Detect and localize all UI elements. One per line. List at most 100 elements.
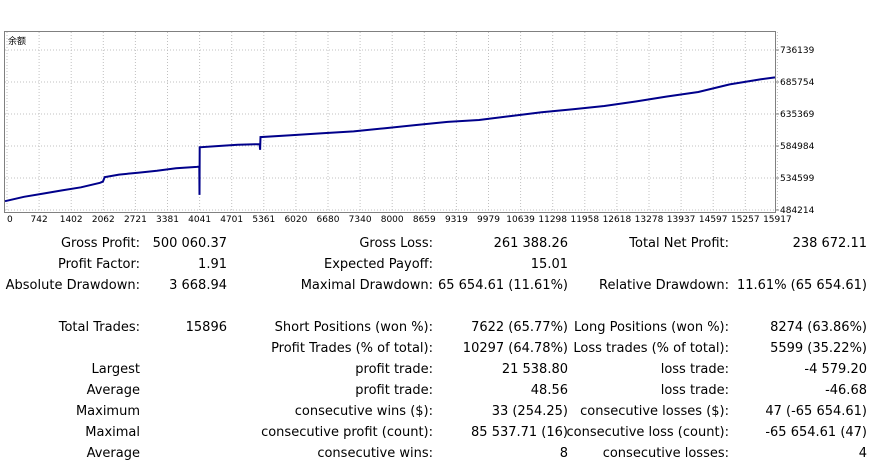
x-tick-label: 4041 <box>188 215 211 225</box>
maximal-drawdown-value: 65 654.61 (11.61%) <box>437 278 568 293</box>
gross-loss-label: Gross Loss: <box>359 236 433 251</box>
consecutive-losses-label: consecutive losses ($): <box>580 404 729 419</box>
long-positions-label: Long Positions (won %): <box>574 320 729 335</box>
stats-row-factor: Profit Factor: 1.91 Expected Payoff: 15.… <box>0 255 876 275</box>
x-tick-label: 8000 <box>381 215 404 225</box>
chart-plot-area <box>4 31 776 213</box>
stats-row-maximal: Maximal consecutive profit (count): 85 5… <box>0 423 876 443</box>
consecutive-profit-label: consecutive profit (count): <box>261 425 433 440</box>
x-tick-label: 4701 <box>220 215 243 225</box>
short-positions-value: 7622 (65.77%) <box>471 320 568 335</box>
y-tick-label: 534599 <box>780 174 815 184</box>
x-tick-label: 6020 <box>284 215 307 225</box>
y-tick-label: 635369 <box>780 110 815 120</box>
x-tick-label: 15257 <box>731 215 760 225</box>
y-tick-label: 584984 <box>780 142 815 152</box>
balance-chart: 余额 0 742 1402 2062 2721 3381 4041 4701 5361 6020 6… <box>4 31 815 225</box>
x-tick-label: 10639 <box>506 215 535 225</box>
x-tick-label: 12618 <box>603 215 632 225</box>
balance-line <box>4 76 776 203</box>
maximal-drawdown-label: Maximal Drawdown: <box>300 278 433 293</box>
consecutive-wins-label: consecutive wins ($): <box>294 404 433 419</box>
y-tick-label: 736139 <box>780 46 815 56</box>
stats-row-profit-trades: Profit Trades (% of total): 10297 (64.78… <box>0 339 876 359</box>
consecutive-losses-value: 47 (-65 654.61) <box>765 404 867 419</box>
average-consecutive-label: Average <box>86 446 140 461</box>
average-loss-trade-value: -46.68 <box>825 383 867 398</box>
x-tick-label: 0 <box>7 215 13 225</box>
consecutive-profit-value: 85 537.71 (16) <box>471 425 568 440</box>
largest-label: Largest <box>91 362 140 377</box>
x-tick-label: 2062 <box>92 215 115 225</box>
gross-loss-value: 261 388.26 <box>493 236 568 251</box>
stats-row-largest: Largest profit trade: 21 538.80 loss tra… <box>0 360 876 380</box>
average-consecutive-wins-value: 8 <box>559 446 568 461</box>
largest-profit-trade-label: profit trade: <box>355 362 433 377</box>
x-tick-label: 15917 <box>763 215 792 225</box>
relative-drawdown-label: Relative Drawdown: <box>599 278 729 293</box>
y-tick-label: 685754 <box>780 78 815 88</box>
total-trades-value: 15896 <box>185 320 227 335</box>
short-positions-label: Short Positions (won %): <box>274 320 433 335</box>
consecutive-loss-label: consecutive loss (count): <box>566 425 729 440</box>
x-tick-label: 2721 <box>124 215 147 225</box>
relative-drawdown-value: 11.61% (65 654.61) <box>736 278 867 293</box>
x-tick-label: 11958 <box>570 215 599 225</box>
average-consecutive-wins-label: consecutive wins: <box>317 446 433 461</box>
long-positions-value: 8274 (63.86%) <box>770 320 867 335</box>
profit-trades-label: Profit Trades (% of total): <box>271 341 433 356</box>
x-tick-label: 1402 <box>60 215 83 225</box>
average-consecutive-losses-value: 4 <box>858 446 867 461</box>
stats-row-maximum: Maximum consecutive wins ($): 33 (254.25… <box>0 402 876 422</box>
gross-profit-label: Gross Profit: <box>60 236 140 251</box>
x-tick-label: 3381 <box>156 215 179 225</box>
profit-trades-value: 10297 (64.78%) <box>462 341 568 356</box>
x-tick-label: 9979 <box>477 215 500 225</box>
x-tick-label: 9319 <box>445 215 468 225</box>
maximum-label: Maximum <box>75 404 140 419</box>
x-tick-label: 14597 <box>699 215 728 225</box>
stats-row-average: Average profit trade: 48.56 loss trade: … <box>0 381 876 401</box>
x-tick-label: 11298 <box>538 215 567 225</box>
average-label: Average <box>86 383 140 398</box>
largest-profit-trade-value: 21 538.80 <box>501 362 568 377</box>
expected-payoff-value: 15.01 <box>530 257 568 272</box>
stats-row-average-consecutive: Average consecutive wins: 8 consecutive … <box>0 444 876 464</box>
chart-title: 余额 <box>8 35 26 47</box>
x-tick-label: 5361 <box>252 215 275 225</box>
average-profit-trade-value: 48.56 <box>530 383 568 398</box>
x-tick-label: 13937 <box>667 215 696 225</box>
gross-profit-value: 500 060.37 <box>152 236 227 251</box>
x-tick-label: 742 <box>31 215 48 225</box>
expected-payoff-label: Expected Payoff: <box>324 257 433 272</box>
x-tick-label: 7340 <box>349 215 372 225</box>
net-profit-label: Total Net Profit: <box>629 236 729 251</box>
x-tick-label: 6680 <box>317 215 340 225</box>
y-tick-label: 484214 <box>780 206 815 216</box>
stats-row-trades: Total Trades: 15896 Short Positions (won… <box>0 318 876 338</box>
stats-row-drawdown: Absolute Drawdown: 3 668.94 Maximal Draw… <box>0 276 876 296</box>
average-loss-trade-label: loss trade: <box>660 383 729 398</box>
profit-factor-label: Profit Factor: <box>58 257 140 272</box>
x-axis-ticks: 0 742 1402 2062 2721 3381 4041 4701 5361 6020 6680… <box>7 215 792 225</box>
loss-trades-label: Loss trades (% of total): <box>573 341 729 356</box>
average-consecutive-losses-label: consecutive losses: <box>602 446 729 461</box>
maximal-label: Maximal <box>85 425 140 440</box>
consecutive-loss-value: -65 654.61 (47) <box>765 425 867 440</box>
largest-loss-trade-label: loss trade: <box>660 362 729 377</box>
chart-grid <box>5 32 778 212</box>
absolute-drawdown-value: 3 668.94 <box>169 278 227 293</box>
stats-row-gross: Gross Profit: 500 060.37 Gross Loss: 261… <box>0 234 876 254</box>
net-profit-value: 238 672.11 <box>792 236 867 251</box>
x-tick-label: 8659 <box>413 215 436 225</box>
loss-trades-value: 5599 (35.22%) <box>770 341 867 356</box>
total-trades-label: Total Trades: <box>58 320 140 335</box>
y-axis-ticks: 484214 534599 584984 635369 685754 736139 <box>775 46 815 216</box>
absolute-drawdown-label: Absolute Drawdown: <box>5 278 140 293</box>
average-profit-trade-label: profit trade: <box>355 383 433 398</box>
profit-factor-value: 1.91 <box>198 257 227 272</box>
x-tick-label: 13278 <box>635 215 664 225</box>
consecutive-wins-value: 33 (254.25) <box>491 404 568 419</box>
largest-loss-trade-value: -4 579.20 <box>804 362 867 377</box>
chart-series <box>4 76 776 203</box>
